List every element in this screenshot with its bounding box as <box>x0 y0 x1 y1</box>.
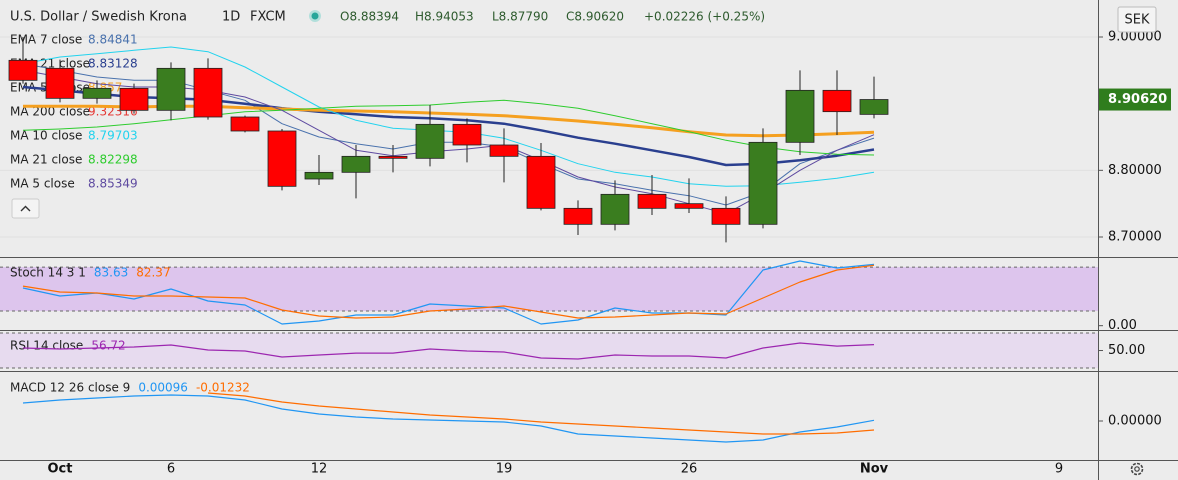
currency-button-box[interactable] <box>1117 6 1157 33</box>
legend-value: 83.63 <box>94 266 128 280</box>
legend-value: 56.72 <box>91 339 125 353</box>
candle-body <box>711 207 741 225</box>
collapse-legend-button[interactable] <box>11 198 40 219</box>
candle-body <box>304 171 334 180</box>
legend-name: MA 5 close <box>10 177 75 191</box>
candle-body <box>119 87 149 111</box>
candle-body <box>785 89 815 143</box>
candle-body <box>156 67 186 111</box>
x-tick-label: Nov <box>860 462 889 477</box>
candle-body <box>452 123 482 146</box>
x-tick-label: 12 <box>311 462 328 477</box>
candle-body <box>526 155 556 209</box>
y-tick-label: 0.00000 <box>1108 414 1162 429</box>
ohlc-close: C8.90620 <box>566 10 624 24</box>
candle-body <box>193 67 223 118</box>
source: FXCM <box>250 10 286 25</box>
indicator-line <box>22 99 875 156</box>
collapse-box[interactable] <box>11 198 40 219</box>
candle-body <box>230 116 260 132</box>
indicator-line <box>22 342 875 360</box>
candle-body <box>748 141 778 225</box>
candle-body <box>82 87 112 99</box>
candle-body <box>674 203 704 209</box>
bands <box>0 266 1098 369</box>
candle-body <box>859 99 889 115</box>
candle-body <box>415 123 445 159</box>
plot <box>8 37 889 443</box>
last-price-label: 8.90620 <box>1108 92 1167 107</box>
candle-body <box>822 89 852 113</box>
legend-value: -0.01232 <box>196 381 250 395</box>
y-tick-label: 8.70000 <box>1108 230 1162 245</box>
interval: 1D <box>222 10 240 25</box>
currency-label[interactable]: SEK <box>1125 13 1150 28</box>
status-dot <box>311 12 319 20</box>
indicator-line <box>22 394 875 443</box>
legend-value: 82.37 <box>136 266 170 280</box>
x-tick-label: 19 <box>496 462 513 477</box>
candle-body <box>8 59 38 81</box>
indicator-line <box>22 260 875 325</box>
header: U.S. Dollar / Swedish Krona 1D FXCM O8.8… <box>10 10 765 25</box>
indicator-line <box>207 392 875 435</box>
ohlc-low: L8.87790 <box>492 10 548 24</box>
x-tick-label: 9 <box>1055 462 1063 477</box>
candle-body <box>267 130 297 187</box>
ohlc-high: H8.94053 <box>415 10 474 24</box>
ohlc-open: O8.88394 <box>340 10 399 24</box>
x-tick-label: Oct <box>48 462 73 477</box>
currency-button[interactable]: SEK <box>1117 6 1157 33</box>
legend-name: MA 10 close <box>10 129 82 143</box>
symbol: U.S. Dollar / Swedish Krona <box>10 10 187 25</box>
indicator-line <box>22 46 875 187</box>
y-tick-label: 0.00 <box>1108 318 1137 333</box>
level-band <box>0 333 1098 369</box>
settings-button[interactable] <box>1130 462 1144 476</box>
legend-value: 0.00096 <box>138 381 188 395</box>
last-price-box <box>1099 88 1171 111</box>
y-tick-label: 8.80000 <box>1108 163 1162 178</box>
candle-body <box>637 193 667 209</box>
x-tick-label: 6 <box>167 462 175 477</box>
indicator-title: RSI 14 close <box>10 339 83 353</box>
collapse-icon[interactable] <box>20 205 31 212</box>
x-tick-label: 26 <box>681 462 698 477</box>
candle-body <box>378 155 408 159</box>
gear-outer[interactable] <box>1130 462 1144 476</box>
y-tick-label: 50.00 <box>1108 343 1145 358</box>
candle-body <box>600 193 630 225</box>
legend-value: 8.84841 <box>88 33 138 47</box>
candle-body <box>341 155 371 173</box>
ohlc-change: +0.02226 (+0.25%) <box>644 10 765 24</box>
legend-name: MA 200 close <box>10 105 90 119</box>
gear-inner[interactable] <box>1134 466 1140 472</box>
legend-value: 8.85349 <box>88 177 138 191</box>
legend-value: 8.83128 <box>88 57 138 71</box>
level-band <box>0 267 1098 312</box>
candle-body <box>563 207 593 225</box>
indicator-title: MACD 12 26 close 9 <box>10 381 130 395</box>
candle-body <box>489 144 519 157</box>
legend-value: 8.82298 <box>88 153 138 167</box>
y-tick-label: 9.00000 <box>1108 30 1162 45</box>
indicator-title: Stoch 14 3 1 <box>10 266 86 280</box>
candle-body <box>45 67 75 99</box>
legend-name: MA 21 close <box>10 153 82 167</box>
legend-name: EMA 7 close <box>10 33 82 47</box>
indicator-line <box>22 264 875 319</box>
legend-value: 8.79703 <box>88 129 138 143</box>
axes: Oct 6 12 19 26 Nov 9 9.00000 8.80000 8.70000 8.906… <box>48 30 1171 477</box>
